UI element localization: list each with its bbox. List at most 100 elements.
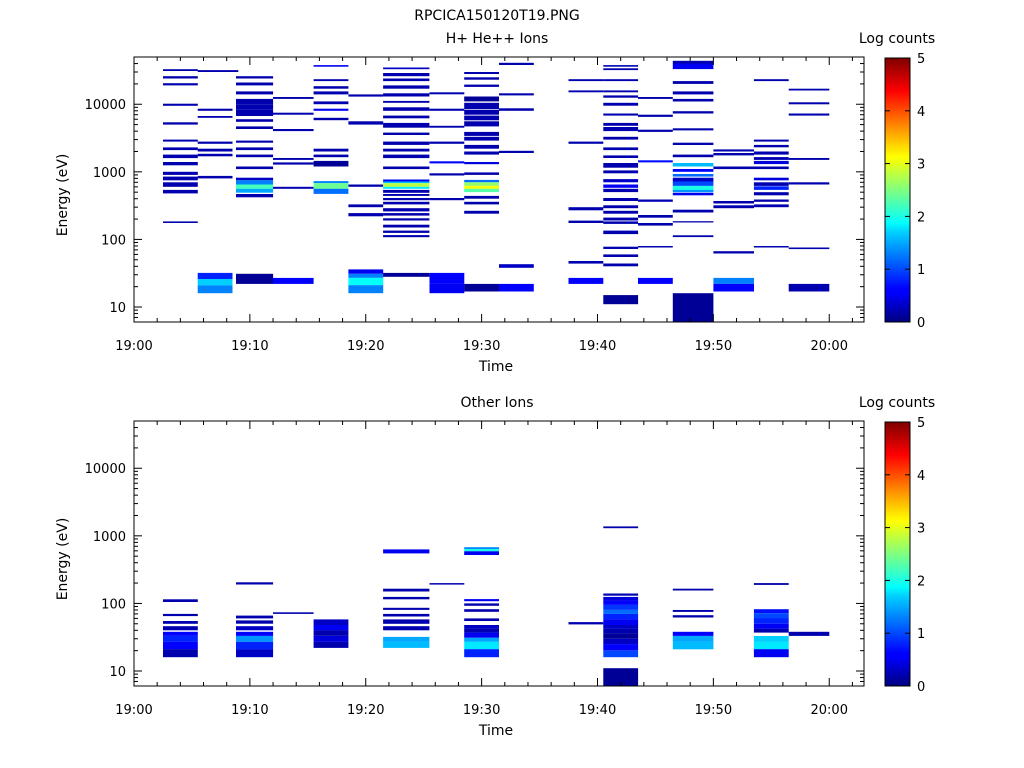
x-tick-label: 19:40 (579, 703, 616, 718)
heatmap-cell (236, 626, 274, 631)
heatmap-cell (753, 641, 789, 650)
heatmap-cell (603, 155, 639, 158)
heatmap-cell (383, 596, 430, 600)
heatmap-cell (429, 283, 465, 294)
heatmap-cell (499, 150, 534, 153)
heatmap-cell (464, 210, 499, 214)
heatmap-cell (638, 215, 673, 218)
x-tick-label: 19:10 (231, 703, 268, 718)
heatmap-cell (313, 181, 349, 184)
heatmap-cell (236, 615, 274, 619)
heatmap-cell (236, 641, 274, 650)
heatmap-cells (163, 526, 830, 686)
heatmap-cell (273, 129, 314, 132)
heatmap-cell (383, 78, 430, 82)
heatmap-cell (273, 112, 314, 115)
heatmap-cell (236, 154, 274, 158)
heatmap-cell (197, 108, 233, 111)
heatmap-cell (603, 526, 639, 529)
colorbar-tick-label: 5 (917, 52, 925, 67)
heatmap-cell (568, 79, 604, 82)
heatmap-cell (383, 272, 430, 277)
heatmap-cell (603, 596, 639, 601)
heatmap-cell (236, 631, 274, 636)
heatmap-cell (603, 79, 639, 82)
heatmap-cell (753, 246, 789, 248)
heatmap-cell (197, 70, 239, 72)
heatmap-cell (383, 549, 430, 554)
heatmap-cell (236, 620, 274, 624)
heatmap-cell (383, 641, 430, 648)
y-tick-label: 100 (101, 597, 126, 612)
colorbar-tick-label: 1 (917, 627, 925, 642)
heatmap-cell (672, 631, 714, 636)
heatmap-cell (603, 604, 639, 610)
heatmap-cell (753, 182, 789, 186)
heatmap-cell (713, 277, 754, 284)
heatmap-cell (163, 171, 198, 175)
heatmap-cell (603, 205, 639, 209)
heatmap-cell (197, 272, 233, 279)
heatmap-cell (672, 610, 714, 612)
heatmap-cell (383, 141, 430, 145)
x-tick-label: 19:00 (115, 703, 152, 718)
heatmap-cell (464, 96, 499, 102)
heatmap-cell (313, 108, 349, 111)
heatmap-cell (383, 208, 430, 212)
heatmap-cell (603, 102, 639, 106)
heatmap-cell (273, 277, 314, 284)
heatmap-cell (603, 593, 639, 596)
heatmap-cell (383, 181, 430, 184)
heatmap-cell (499, 283, 534, 292)
heatmap-cell (753, 204, 789, 208)
heatmap-cell (163, 103, 198, 106)
heatmap-cell (383, 607, 430, 610)
colorbar-tick-label: 2 (917, 210, 925, 225)
heatmap-cell (273, 162, 314, 165)
colorbar-ticks (885, 421, 910, 687)
heatmap-cell (236, 194, 274, 198)
heatmap-cell (464, 151, 499, 155)
heatmap-cell (713, 149, 754, 152)
heatmap-cell (753, 157, 789, 160)
heatmap-cell (753, 623, 789, 629)
heatmap-cell (197, 141, 233, 144)
heatmap-cell (603, 668, 639, 686)
heatmap-cell (313, 117, 349, 121)
heatmap-cell (429, 173, 465, 176)
heatmap-cell (603, 163, 639, 168)
heatmap-cell (197, 148, 233, 152)
heatmap-cell (464, 548, 499, 552)
heatmap-cell (236, 119, 274, 122)
heatmap-cell (638, 246, 673, 248)
y-ticks (134, 420, 864, 687)
heatmap-cell (464, 115, 499, 121)
y-tick-label: 10 (109, 665, 126, 680)
heatmap-cell (383, 73, 430, 77)
heatmap-cell (603, 254, 639, 257)
heatmap-cell (638, 114, 673, 117)
y-ticks (134, 56, 864, 323)
heatmap-cell (753, 166, 789, 170)
heatmap-cell (163, 76, 198, 79)
heatmap-cell (672, 181, 714, 186)
heatmap-cell (236, 636, 274, 642)
heatmap-cell (603, 638, 639, 645)
heatmap-cell (568, 220, 604, 223)
heatmap-cell (753, 192, 789, 196)
heatmap-cell (273, 612, 314, 614)
heatmap-cell (273, 186, 314, 189)
heatmap-cell (197, 285, 233, 294)
heatmap-cell (603, 217, 639, 221)
heatmap-cell (638, 223, 673, 226)
heatmap-cell (197, 153, 233, 157)
heatmap-cell (313, 160, 349, 167)
heatmap-cell (236, 147, 274, 151)
heatmap-cell (603, 170, 639, 174)
heatmap-cell (464, 628, 499, 633)
heatmap-cell (499, 264, 534, 268)
heatmap-cell (464, 649, 499, 658)
heatmap-cell (672, 81, 714, 84)
panel-title: Other Ions (460, 395, 533, 411)
panel-h-he-ions: H+ He++ Ions Log counts Time Energy (eV)… (55, 31, 935, 375)
